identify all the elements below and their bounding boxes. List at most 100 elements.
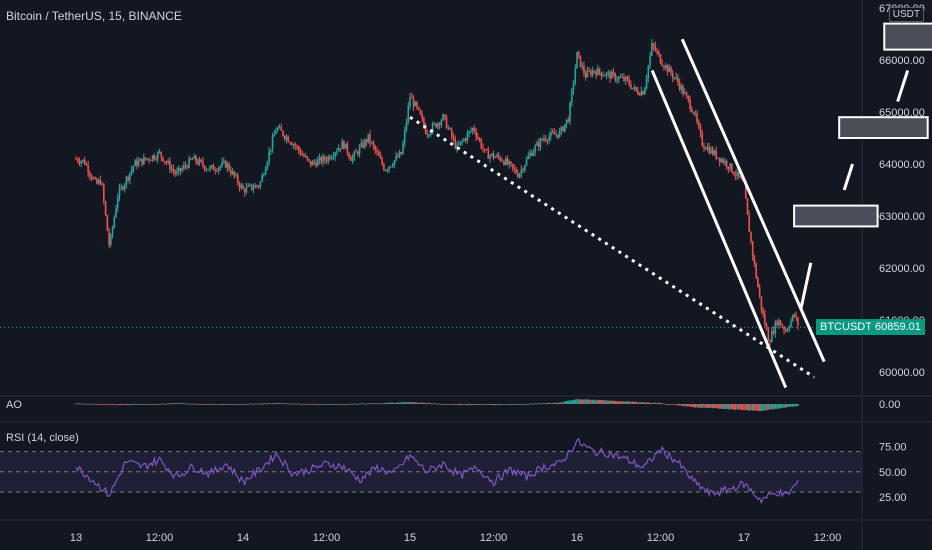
candle [513, 167, 516, 170]
candle [254, 185, 256, 189]
ao-bar [83, 403, 86, 405]
x-tick-label: 12:00 [647, 532, 675, 544]
candle [134, 160, 136, 167]
ao-bar [492, 404, 495, 406]
ao-bar [123, 404, 126, 405]
candle [162, 156, 164, 162]
candle [484, 149, 486, 151]
candle [565, 119, 568, 125]
ao-bar [630, 401, 632, 404]
candle [327, 156, 330, 162]
candle [306, 156, 309, 160]
ao-bar [645, 402, 648, 404]
candle [103, 184, 105, 202]
candle [758, 287, 761, 297]
candle [786, 329, 789, 332]
ao-bar [659, 402, 662, 404]
ao-bar [139, 404, 142, 405]
ao-bar [334, 404, 336, 405]
candle [118, 188, 121, 198]
candle [190, 158, 192, 160]
candle [196, 161, 199, 165]
currency-badge[interactable]: USDT [888, 7, 924, 22]
candle [228, 163, 230, 171]
candle [381, 158, 383, 165]
candle [376, 150, 378, 153]
ao-bar [417, 402, 420, 404]
ao-bar [341, 404, 343, 405]
candle [797, 317, 799, 326]
candle [181, 168, 183, 171]
ao-bar [644, 402, 646, 404]
candle [736, 172, 738, 176]
x-tick-label: 17 [738, 532, 750, 544]
ao-bar [517, 404, 519, 405]
ao-bar [412, 402, 415, 404]
candle [697, 121, 700, 127]
candle [303, 154, 305, 157]
candle [715, 150, 717, 159]
ao-bar [177, 403, 180, 405]
candle [631, 87, 634, 89]
candle [275, 130, 277, 135]
rsi-label[interactable]: RSI (14, close) [6, 432, 79, 444]
candle [341, 141, 343, 149]
candle [287, 136, 290, 143]
candle [263, 174, 265, 176]
candle [136, 160, 138, 166]
ao-bar [224, 404, 227, 405]
ao-bar [410, 402, 413, 404]
candle [610, 72, 613, 79]
ao-bar [689, 404, 691, 407]
ao-bar [475, 404, 477, 405]
ao-bar [595, 400, 597, 404]
ao-bar [619, 401, 622, 404]
candle [217, 167, 220, 171]
ao-bar [720, 404, 723, 409]
candle [212, 165, 215, 171]
candle [315, 162, 317, 167]
ao-bar [793, 404, 796, 407]
candle [330, 157, 333, 159]
ao-bar [781, 404, 784, 408]
ao-bar [266, 403, 269, 404]
ao-bar [184, 403, 187, 405]
candle [497, 155, 500, 158]
candle [174, 171, 176, 174]
ao-bar [717, 404, 719, 409]
ao-bar [421, 402, 423, 404]
ao-bar [487, 404, 490, 405]
ao-bar [369, 403, 371, 405]
candle [454, 138, 457, 149]
ao-bar [604, 400, 606, 404]
ao-bar [576, 399, 578, 404]
ao-bar [732, 404, 735, 410]
candle [268, 151, 270, 163]
candle [249, 184, 251, 186]
ao-bar [362, 403, 364, 405]
ao-label[interactable]: AO [6, 399, 22, 411]
ao-bar [746, 404, 749, 411]
candle [426, 133, 429, 136]
candle [108, 230, 110, 246]
candle [125, 176, 128, 185]
ao-bar [652, 402, 655, 404]
ao-bar [687, 404, 690, 407]
ao-bar [602, 399, 604, 404]
ao-bar [196, 403, 199, 405]
ao-bar [558, 402, 561, 404]
candle [731, 163, 733, 173]
ao-bar [635, 401, 637, 404]
candle [659, 54, 662, 64]
ao-bar [790, 404, 792, 407]
candle [127, 176, 129, 180]
candle [92, 178, 95, 180]
ao-bar [325, 404, 328, 405]
candle [591, 70, 594, 76]
candle [635, 87, 637, 91]
ao-bar [311, 403, 314, 405]
candle [87, 165, 89, 173]
candle [680, 86, 683, 90]
ao-bar [751, 404, 754, 411]
